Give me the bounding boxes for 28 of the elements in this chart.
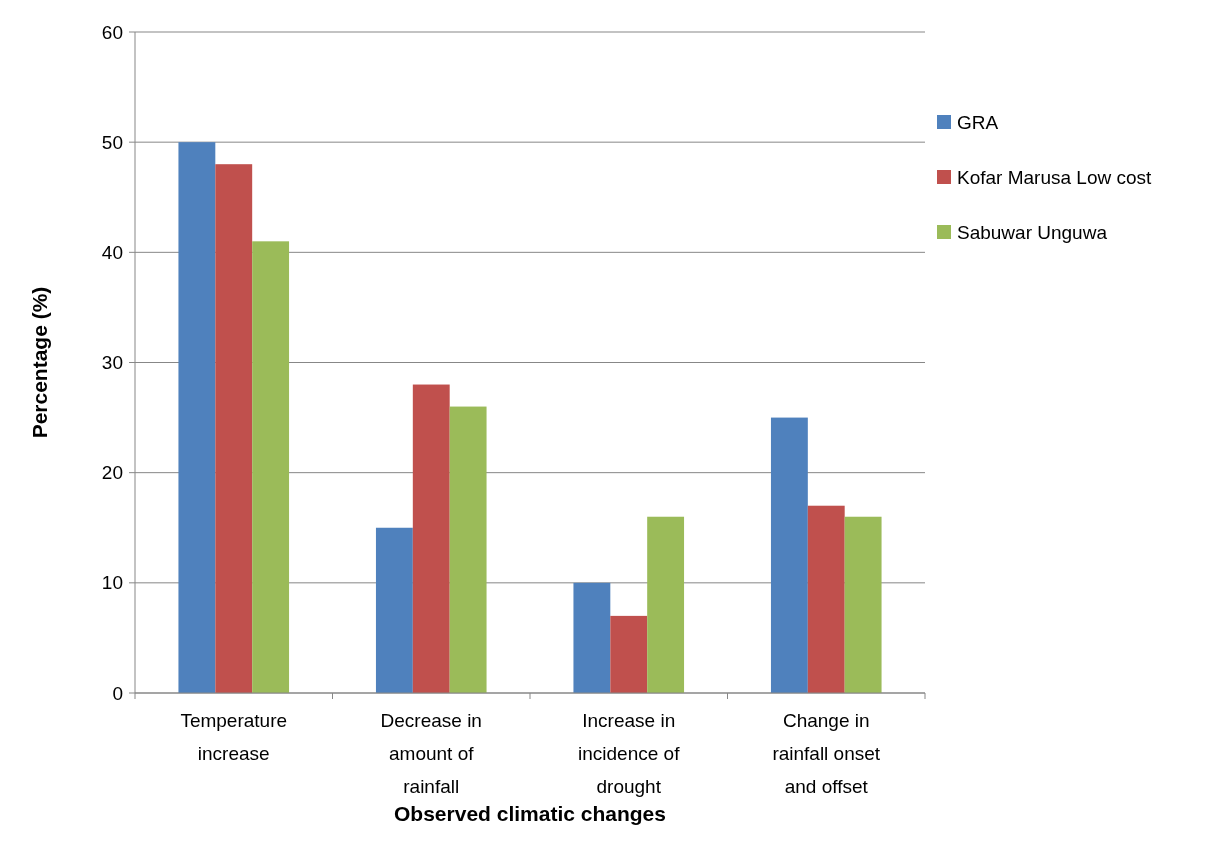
legend-label: GRA bbox=[957, 111, 999, 133]
bar bbox=[770, 417, 808, 693]
x-axis-title: Observed climatic changes bbox=[394, 802, 666, 825]
legend-label: Kofar Marusa Low cost bbox=[957, 166, 1153, 188]
bar bbox=[573, 582, 611, 693]
bar bbox=[375, 527, 413, 693]
y-tick-label: 20 bbox=[101, 462, 123, 484]
x-tick-label: Increase in incidence of drought bbox=[578, 710, 681, 797]
bar bbox=[215, 164, 253, 693]
bar bbox=[178, 142, 216, 693]
y-tick-label: 50 bbox=[101, 131, 123, 153]
bar bbox=[647, 516, 685, 693]
y-axis-title: Percentage (%) bbox=[28, 286, 51, 439]
bar bbox=[610, 615, 648, 693]
bar bbox=[449, 406, 487, 693]
bar bbox=[412, 384, 450, 693]
bar bbox=[807, 505, 845, 693]
legend-label: Sabuwar Unguwa bbox=[957, 221, 1108, 243]
x-tick-label: Change in rainfall onset and offset bbox=[772, 710, 881, 797]
y-tick-label: 10 bbox=[101, 572, 123, 594]
y-tick-label: 30 bbox=[101, 352, 123, 374]
y-tick-label: 40 bbox=[101, 241, 123, 263]
y-tick-label: 0 bbox=[112, 682, 123, 704]
bar bbox=[844, 516, 882, 693]
x-tick-label: Temperature increase bbox=[180, 710, 288, 764]
y-tick-label: 60 bbox=[101, 21, 123, 43]
bar bbox=[252, 241, 290, 693]
x-tick-label: Decrease in amount of rainfall bbox=[380, 710, 482, 797]
